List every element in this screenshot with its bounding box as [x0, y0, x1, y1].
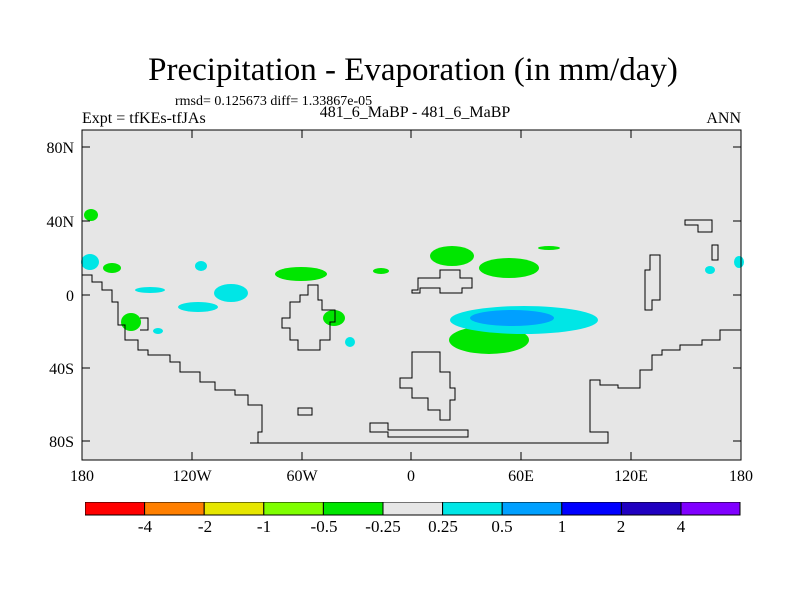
colorbar-box [144, 502, 205, 516]
case-label: 481_6_MaBP - 481_6_MaBP [319, 104, 511, 121]
colorbar-box [263, 502, 324, 516]
colorbar-box [382, 502, 444, 516]
colorbar-label: 2 [616, 517, 626, 536]
coastline [644, 254, 661, 311]
contour-region [479, 258, 539, 278]
colorbar-label: -0.5 [310, 517, 338, 536]
x-tick-label: 60E [508, 468, 534, 485]
colorbar-box [561, 502, 622, 516]
contour-region [538, 246, 560, 250]
coastline [411, 269, 473, 294]
x-tick-label: 120E [614, 468, 648, 485]
coastlines [82, 219, 741, 444]
coastline [140, 317, 149, 331]
contour-region [275, 267, 327, 281]
coastline [711, 244, 719, 261]
y-tick-label: 80S [49, 434, 74, 451]
coastline [281, 284, 336, 351]
colorbar-label: -4 [137, 517, 153, 536]
x-tick-label: 180 [70, 468, 94, 485]
filled-contours [81, 209, 744, 354]
contour-region [345, 337, 355, 347]
contour-region [84, 209, 98, 221]
contour-region [323, 310, 345, 326]
contour-region [195, 261, 207, 271]
coastline [297, 407, 313, 416]
contour-region [135, 287, 165, 293]
contour-region [153, 328, 163, 334]
colorbar-label: 0.5 [491, 517, 513, 536]
coastline [82, 274, 263, 444]
colorbar-label: 0.25 [428, 517, 458, 536]
contour-region [81, 254, 99, 270]
colorbar-label: 4 [676, 517, 686, 536]
x-tick-label: 120W [172, 468, 212, 485]
colorbar [85, 502, 741, 516]
y-tick-label: 0 [66, 288, 74, 305]
coastline [369, 422, 469, 438]
coastline [684, 219, 713, 233]
colorbar-label: -1 [256, 517, 272, 536]
contour-region [705, 266, 715, 274]
colorbar-box [680, 502, 741, 516]
contour-region [214, 284, 248, 302]
chart-title: Precipitation - Evaporation (in mm/day) [148, 52, 678, 88]
colorbar-label: -2 [197, 517, 213, 536]
contour-region [734, 256, 744, 268]
contour-region [470, 310, 554, 326]
contour-region [121, 313, 141, 331]
season-label: ANN [706, 110, 741, 127]
contour-region [178, 302, 218, 312]
colorbar-box [203, 502, 265, 516]
colorbar-box [85, 502, 146, 516]
y-tick-label: 80N [46, 140, 74, 157]
colorbar-box [501, 502, 563, 516]
coastline [250, 329, 741, 444]
plot-field [82, 130, 741, 460]
contour-region [103, 263, 121, 273]
x-tick-label: 60W [286, 468, 318, 485]
expt-label: Expt = tfKEs-tfJAs [82, 110, 206, 127]
coastline [399, 351, 456, 421]
contour-region [373, 268, 389, 274]
x-tick-label: 0 [407, 468, 415, 485]
colorbar-label: 1 [557, 517, 567, 536]
colorbar-box [322, 502, 384, 516]
colorbar-label: -0.25 [365, 517, 401, 536]
stats-line: rmsd= 0.125673 diff= 1.33867e-05 [175, 94, 373, 109]
y-tick-label: 40S [49, 361, 74, 378]
x-tick-label: 180 [729, 468, 753, 485]
colorbar-box [442, 502, 503, 516]
colorbar-box [620, 502, 682, 516]
y-tick-label: 40N [46, 214, 74, 231]
axis-ticks [82, 130, 741, 460]
contour-region [430, 246, 474, 266]
